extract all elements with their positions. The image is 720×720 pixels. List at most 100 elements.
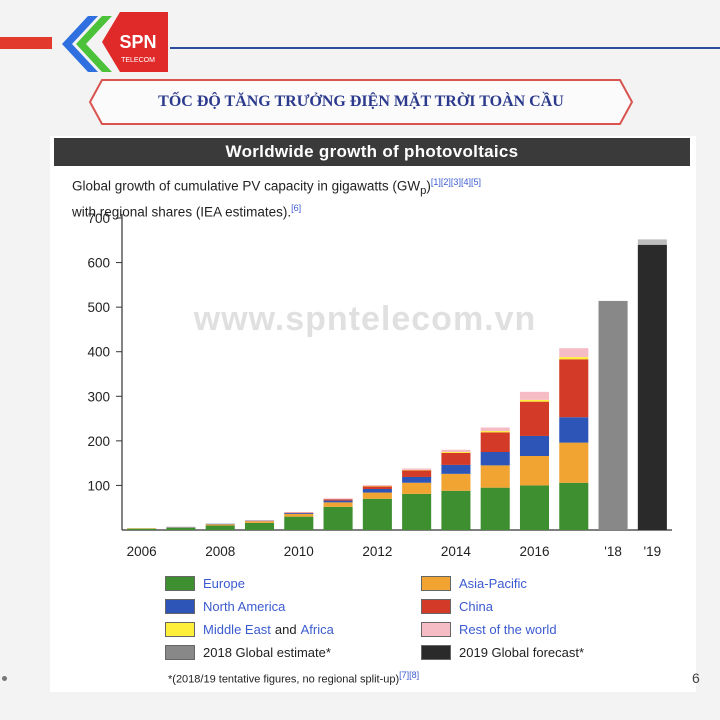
logo-subtext: TELECOM: [121, 57, 155, 64]
bar-asia_pacific-2016: [519, 456, 550, 486]
legend-swatch-rest-of-world: [421, 622, 451, 637]
legend-swatch-asia-pacific: [421, 576, 451, 591]
header-blue-rule: [170, 47, 720, 49]
bar-asia_pacific-2008: [205, 524, 235, 526]
legend-label-north-america[interactable]: North America: [203, 599, 286, 614]
bar-china-2017: [559, 359, 589, 418]
chart-footnote: *(2018/19 tentative figures, no regional…: [168, 670, 419, 686]
legend-label-rest-of-world[interactable]: Rest of the world: [459, 622, 557, 637]
bar-china-2012: [362, 486, 392, 489]
x-tick-label: 2014: [441, 544, 472, 559]
bar-china-2014: [441, 452, 471, 465]
bar-asia_pacific-2014: [441, 473, 471, 491]
legend-swatch-forecast-2019: [421, 645, 451, 660]
legend-label-asia-pacific[interactable]: Asia-Pacific: [459, 576, 527, 591]
bar-europe-2010: [284, 516, 314, 530]
bar-europe-2009: [244, 522, 275, 530]
bar-middle_east_africa-2016: [519, 399, 550, 402]
bar-asia_pacific-2013: [402, 482, 432, 494]
bar-europe-2013: [402, 493, 432, 530]
spn-logo: SPN TELECOM: [62, 12, 168, 72]
legend-swatch-estimate-2018: [165, 645, 195, 660]
bar-middle_east_africa-2017: [559, 357, 589, 360]
pv-bar-chart: 100 200 300 400 500 600 700 2006 2008 2010 2012 201…: [87, 211, 672, 559]
bar-rest_of_world-2011: [323, 498, 353, 500]
x-tick-label: 2008: [205, 544, 235, 559]
logo-text: SPN: [119, 32, 156, 52]
bar-asia_pacific-2010: [284, 513, 314, 517]
bar-north_america-2012: [362, 488, 392, 493]
x-tick-label: 2012: [362, 544, 392, 559]
bar-europe-2011: [323, 506, 353, 530]
footnote-text: *(2018/19 tentative figures, no regional…: [168, 673, 400, 686]
subtitle-sub: p: [420, 185, 427, 198]
subtitle-refs2[interactable]: [6]: [291, 203, 302, 214]
bar-north_america-2016: [519, 435, 550, 457]
legend-label-forecast-2019: 2019 Global forecast*: [459, 645, 585, 660]
bar-europe-2015: [480, 487, 510, 530]
bar-rest_of_world-2013: [402, 468, 432, 470]
y-tick-label: 100: [87, 478, 110, 493]
bar-north_america-2015: [480, 452, 510, 466]
slide-bullet-dot: [2, 676, 7, 681]
legend-middle-east-africa: Middle East and Africa: [165, 622, 334, 637]
x-tick-label: 2010: [284, 544, 314, 559]
chart-subtitle: Global growth of cumulative PV capacity …: [72, 177, 481, 220]
header-red-accent: [0, 37, 52, 49]
bar-europe-2016: [519, 485, 550, 530]
legend-forecast-2019: 2019 Global forecast*: [421, 645, 584, 660]
legend-label-europe[interactable]: Europe: [203, 576, 245, 591]
legend-europe: Europe: [165, 576, 245, 591]
bar-north_america-2017: [559, 417, 589, 443]
subtitle-line1: Global growth of cumulative PV capacity …: [72, 178, 421, 194]
y-tick-label: 600: [87, 256, 110, 271]
bar-rest_of_world-2012: [362, 484, 392, 486]
legend-swatch-middle-east-africa: [165, 622, 195, 637]
bar-forecast-2019-upper: [637, 239, 667, 245]
bar-north_america-2011: [323, 500, 353, 503]
bar-china-2011: [323, 499, 353, 501]
legend-label-china[interactable]: China: [459, 599, 493, 614]
bar-europe-2014: [441, 490, 471, 530]
x-tick-label: 2016: [519, 544, 549, 559]
legend-asia-pacific: Asia-Pacific: [421, 576, 527, 591]
subtitle-line2: with regional shares (IEA estimates).: [72, 204, 292, 220]
bar-north_america-2010: [284, 513, 314, 514]
legend-label-and: and: [274, 622, 297, 637]
y-tick-label: 300: [87, 389, 110, 404]
footnote-refs[interactable]: [7][8]: [399, 670, 420, 680]
chart-legend: Europe Asia-Pacific North America China …: [165, 572, 665, 662]
bar-europe-2008: [205, 525, 235, 530]
y-tick-label: 200: [87, 434, 110, 449]
legend-estimate-2018: 2018 Global estimate*: [165, 645, 331, 660]
legend-swatch-europe: [165, 576, 195, 591]
y-tick-label: 400: [87, 345, 110, 360]
y-tick-label: 700: [87, 211, 110, 226]
bar-middle_east_africa-2015: [480, 431, 510, 433]
bar-rest_of_world-2014: [441, 449, 471, 452]
bar-asia_pacific-2011: [323, 502, 353, 507]
chart-title: Worldwide growth of photovoltaics: [54, 138, 690, 166]
bar-forecast_2019-2019: [637, 244, 667, 530]
x-tick-label: 2006: [127, 544, 157, 559]
bar-asia_pacific-2017: [559, 442, 589, 483]
bar-china-2013: [402, 470, 432, 477]
subtitle-refs1[interactable]: [1][2][3][4][5]: [430, 177, 481, 187]
bar-europe-2017: [559, 482, 589, 530]
bar-china-2016: [519, 401, 550, 436]
bar-north_america-2013: [402, 476, 432, 483]
bar-asia_pacific-2012: [362, 492, 392, 499]
bar-asia_pacific-2009: [244, 521, 275, 523]
x-tick-label: '18: [604, 544, 622, 559]
x-tick-label: '19: [644, 544, 662, 559]
legend-label-africa[interactable]: Africa: [300, 622, 334, 637]
bar-europe-2012: [362, 498, 392, 530]
chart-card: Worldwide growth of photovoltaics Global…: [50, 136, 696, 692]
legend-swatch-north-america: [165, 599, 195, 614]
bar-estimate_2018-2018: [598, 300, 628, 530]
page-title: TỐC ĐỘ TĂNG TRƯỞNG ĐIỆN MẶT TRỜI TOÀN CẦ…: [158, 93, 564, 110]
bar-china-2015: [480, 432, 510, 452]
bar-north_america-2014: [441, 464, 471, 474]
bar-asia_pacific-2015: [480, 465, 510, 488]
legend-label-middle-east[interactable]: Middle East: [203, 622, 271, 637]
